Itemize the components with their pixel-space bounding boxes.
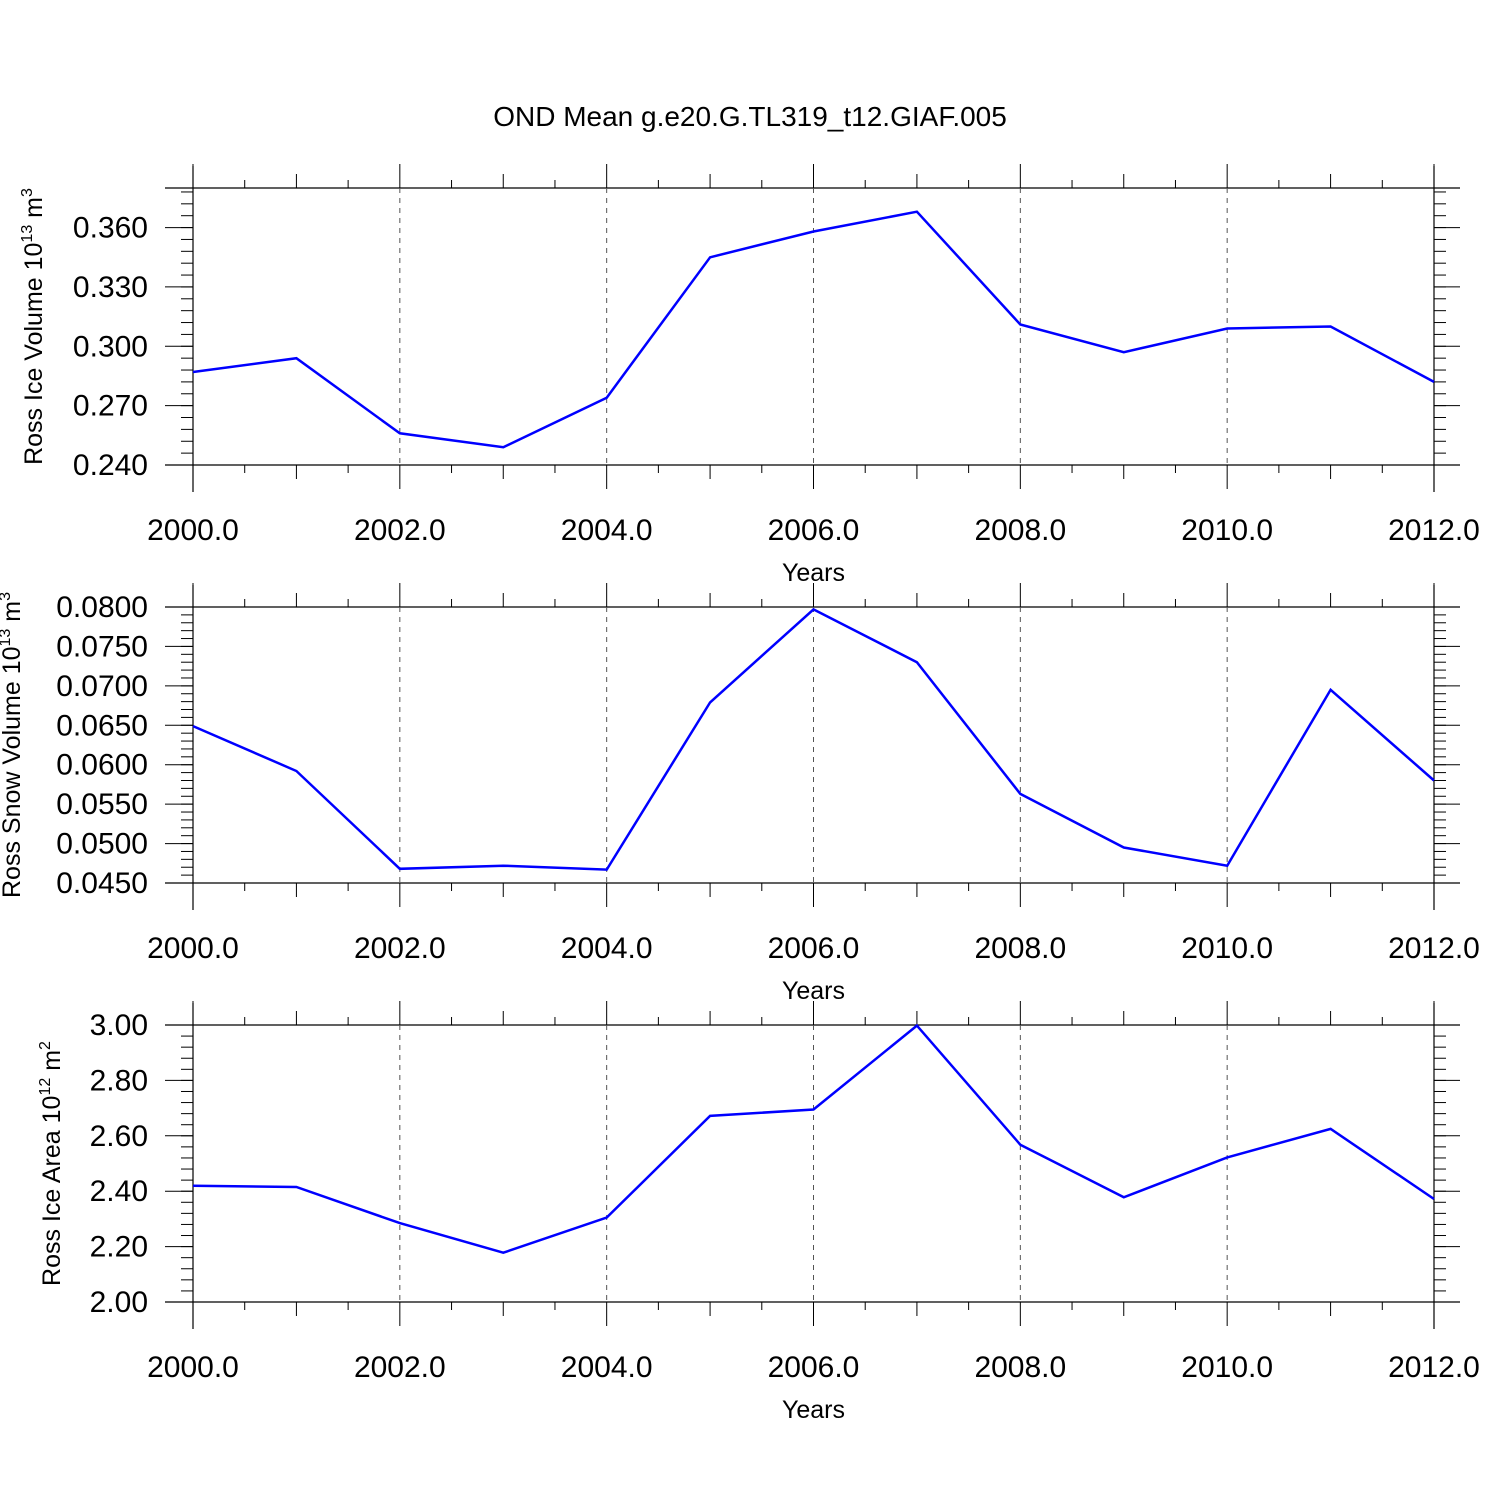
y-tick-label: 0.300: [73, 330, 148, 363]
x-tick-label: 2012.0: [1388, 932, 1480, 965]
x-tick-label: 2002.0: [354, 932, 446, 965]
x-tick-label: 2006.0: [768, 514, 860, 547]
y-tick-label: 0.0550: [56, 788, 148, 821]
y-axis-label-text: Ross Ice Volume 10: [20, 243, 48, 465]
y-tick-label: 0.240: [73, 449, 148, 482]
x-tick-label: 2006.0: [768, 1351, 860, 1384]
y-axis-label-text: Ross Ice Area 10: [38, 1096, 66, 1286]
figure-title: OND Mean g.e20.G.TL319_t12.GIAF.005: [493, 101, 1007, 132]
y-tick-label: 0.0800: [56, 591, 148, 624]
y-tick-label: 0.0650: [56, 709, 148, 742]
series-line: [192, 1023, 1435, 1255]
y-axis-label-unit-exponent: 3: [19, 188, 36, 197]
y-axis-label-unit: m: [0, 601, 26, 629]
x-tick-label: 2010.0: [1181, 514, 1273, 547]
x-tick-label: 2002.0: [354, 1351, 446, 1384]
panel-ice-area: 2.00 2.20 2.40 2.60 2.80 3.00 2000.0 2002.0 2004…: [37, 1001, 1480, 1424]
y-axis-label-unit-exponent: 3: [0, 592, 14, 601]
x-axis-label: Years: [782, 559, 845, 587]
panel-ice-volume: 0.240 0.270 0.300 0.330 0.360 2000.0 2002.0 200…: [19, 164, 1480, 587]
x-tick-label: 2004.0: [561, 514, 653, 547]
y-axis-label-exponent: 12: [37, 1078, 54, 1096]
y-tick-label: 0.0700: [56, 670, 148, 703]
x-tick-label: 2000.0: [147, 932, 239, 965]
y-tick-label: 0.330: [73, 271, 148, 304]
x-tick-label: 2010.0: [1181, 1351, 1273, 1384]
x-tick-label: 2012.0: [1388, 514, 1480, 547]
y-tick-label: 2.60: [90, 1120, 148, 1153]
series-line: [192, 607, 1435, 871]
x-tick-label: 2004.0: [561, 1351, 653, 1384]
x-tick-label: 2004.0: [561, 932, 653, 965]
panels: 0.240 0.270 0.300 0.330 0.360 2000.0 2002.0 200…: [0, 164, 1480, 1424]
y-tick-label: 2.00: [90, 1286, 148, 1319]
y-tick-label: 2.80: [90, 1064, 148, 1097]
y-axis-label-exponent: 13: [0, 629, 14, 647]
y-axis-label: Ross Snow Volume 1013 m3: [0, 592, 26, 898]
panel-snow-volume: 0.0450 0.0500 0.0550 0.0600 0.0650 0.0700 0.07…: [0, 583, 1480, 1005]
y-axis-label: Ross Ice Area 1012 m2: [37, 1041, 66, 1286]
x-tick-label: 2010.0: [1181, 932, 1273, 965]
x-tick-label: 2002.0: [354, 514, 446, 547]
y-tick-label: 0.360: [73, 212, 148, 245]
x-tick-label: 2008.0: [974, 514, 1066, 547]
y-axis-label-unit: m: [20, 197, 48, 225]
x-tick-label: 2000.0: [147, 1351, 239, 1384]
y-axis-label-unit-exponent: 2: [37, 1041, 54, 1050]
y-tick-label: 3.00: [90, 1009, 148, 1042]
y-tick-label: 0.0500: [56, 828, 148, 861]
series-line: [192, 210, 1435, 449]
x-axis-label: Years: [782, 977, 845, 1005]
y-tick-label: 0.270: [73, 390, 148, 423]
x-tick-label: 2008.0: [974, 1351, 1066, 1384]
y-tick-label: 0.0600: [56, 749, 148, 782]
x-tick-label: 2012.0: [1388, 1351, 1480, 1384]
x-tick-label: 2008.0: [974, 932, 1066, 965]
y-axis-label: Ross Ice Volume 1013 m3: [19, 188, 48, 465]
x-tick-label: 2006.0: [768, 932, 860, 965]
y-tick-label: 0.0750: [56, 630, 148, 663]
y-tick-label: 2.20: [90, 1231, 148, 1264]
y-tick-label: 2.40: [90, 1175, 148, 1208]
y-tick-label: 0.0450: [56, 867, 148, 900]
y-axis-label-text: Ross Snow Volume 10: [0, 646, 26, 898]
y-axis-label-unit: m: [38, 1050, 66, 1078]
x-axis-label: Years: [782, 1396, 845, 1424]
x-tick-label: 2000.0: [147, 514, 239, 547]
y-axis-label-exponent: 13: [19, 225, 36, 243]
